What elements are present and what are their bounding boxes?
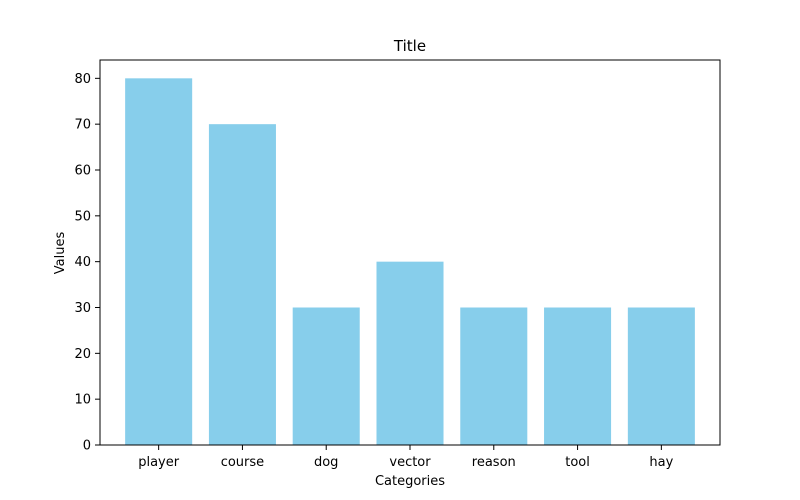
bar-player	[125, 78, 193, 445]
x-tick-label: vector	[389, 455, 431, 470]
y-tick-label: 60	[74, 164, 91, 179]
x-tick-label: player	[138, 455, 180, 470]
bar-tool	[544, 307, 612, 445]
y-tick-label: 50	[74, 209, 91, 224]
y-axis-label: Values	[53, 232, 68, 275]
bar-vector	[376, 261, 444, 445]
y-tick-label: 0	[83, 439, 91, 454]
y-axis: 0 10 20 30 40 50 60 70 80	[74, 72, 100, 454]
x-tick-label: hay	[649, 455, 673, 470]
bars-layer	[125, 78, 695, 446]
chart-title: Title	[393, 37, 426, 55]
y-tick-label: 30	[74, 301, 91, 316]
x-axis: player course dog vector reason tool hay	[138, 445, 674, 470]
bar-dog	[292, 307, 360, 445]
x-axis-label: Categories	[375, 474, 445, 489]
y-tick-label: 20	[74, 347, 91, 362]
x-tick-label: dog	[314, 455, 338, 470]
y-tick-label: 80	[74, 72, 91, 87]
x-tick-label: course	[221, 455, 264, 470]
y-tick-label: 40	[74, 255, 91, 270]
bar-hay	[627, 307, 695, 445]
x-tick-label: tool	[565, 455, 590, 470]
bar-course	[208, 124, 276, 446]
y-tick-label: 10	[74, 393, 91, 408]
bar-reason	[460, 307, 528, 445]
x-tick-label: reason	[472, 455, 516, 470]
y-tick-label: 70	[74, 118, 91, 133]
